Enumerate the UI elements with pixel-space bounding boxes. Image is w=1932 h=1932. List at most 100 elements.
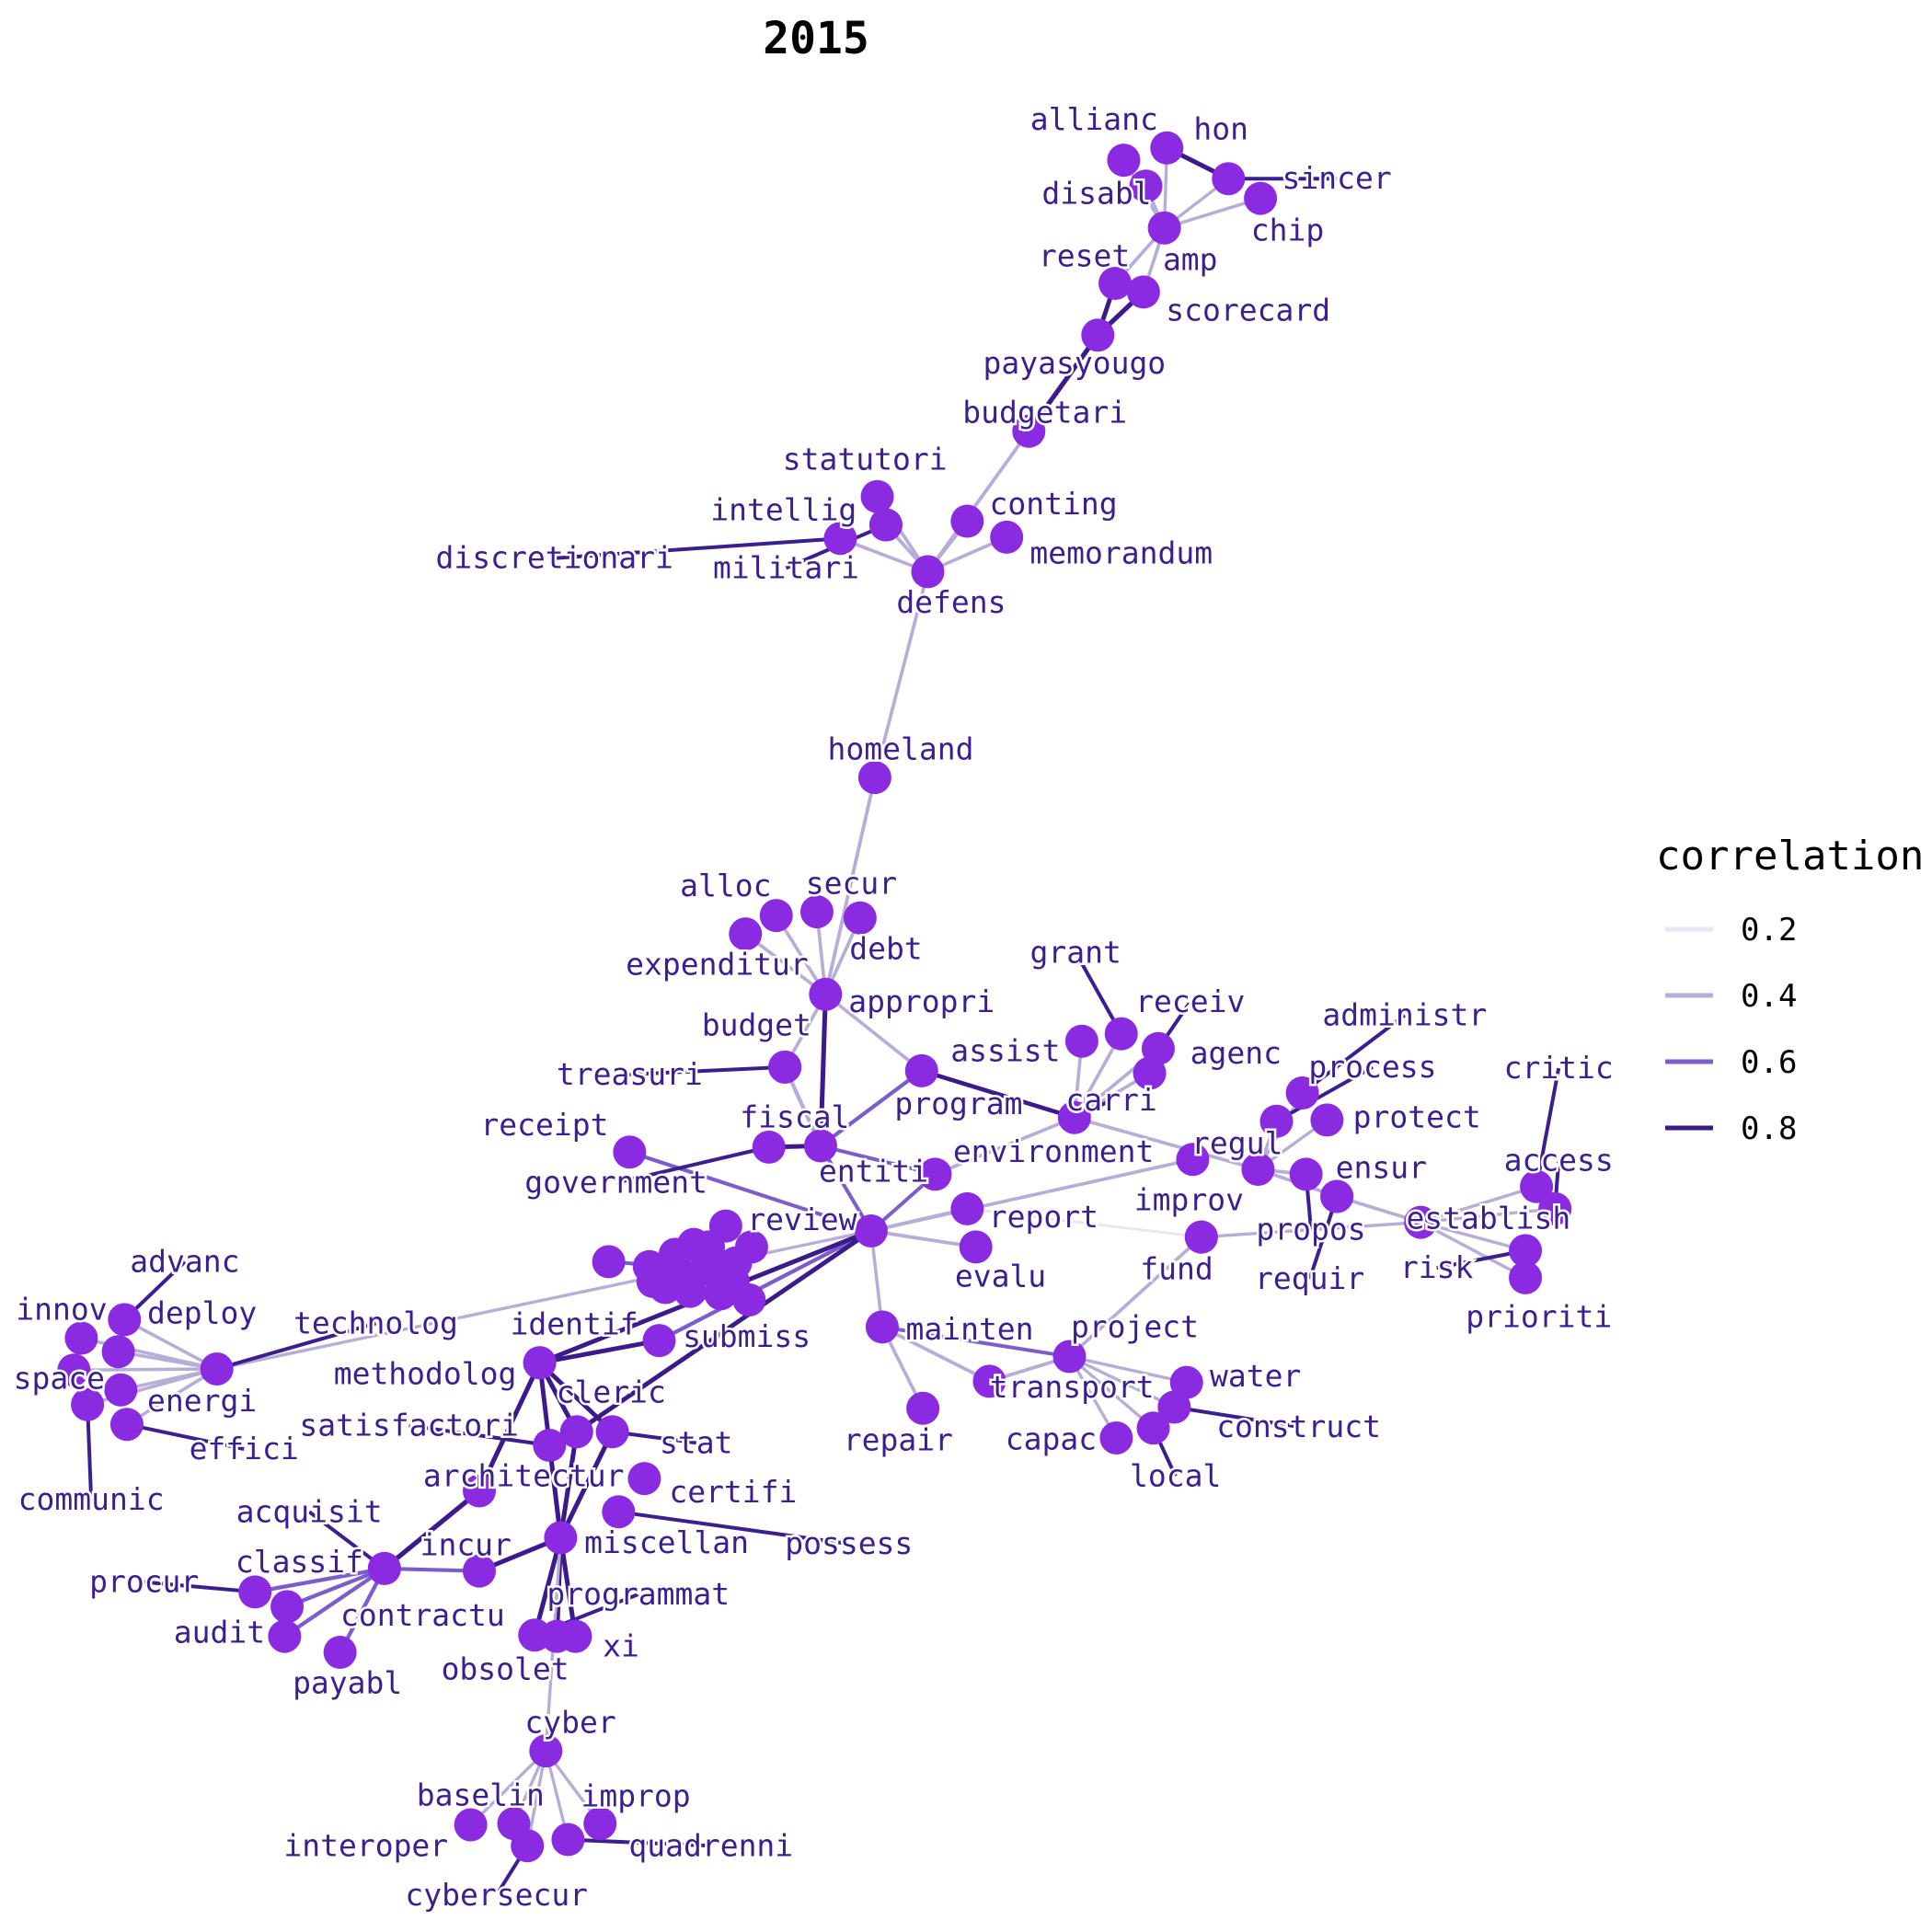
node-label-allianc: allianc <box>1030 101 1158 137</box>
node-label-repair: repair <box>844 1422 953 1458</box>
leader-process <box>1275 1065 1374 1123</box>
node-label-cyber: cyber <box>524 1704 615 1740</box>
node-certifi <box>627 1462 661 1496</box>
edge-review-environment <box>869 1157 1195 1233</box>
node-procur <box>238 1575 272 1609</box>
node-project <box>1052 1340 1087 1374</box>
node-label-hon: hon <box>1193 111 1248 147</box>
node-reset <box>1098 267 1133 301</box>
edge-fiscal-entiti <box>818 1144 937 1177</box>
node-label-audit: audit <box>174 1615 265 1650</box>
node-agenc <box>1133 1056 1167 1090</box>
node-label-appropri: appropri <box>848 983 995 1019</box>
edge-submiss-identif <box>537 1338 661 1365</box>
node-fund <box>1184 1220 1218 1254</box>
node-conting <box>950 504 984 538</box>
node-label-access: access <box>1504 1143 1614 1179</box>
leader-possess <box>618 1510 850 1547</box>
node-fiscal <box>803 1129 837 1163</box>
node-prioriti <box>1509 1260 1543 1294</box>
node-label-procur: procur <box>89 1564 199 1600</box>
node-label-chip: chip <box>1251 212 1324 247</box>
edge-architectur-classif <box>382 1488 482 1571</box>
node-label-protect: protect <box>1353 1099 1481 1135</box>
node-label-expenditur: expenditur <box>626 947 809 983</box>
edge-appropri-fiscal <box>818 992 828 1149</box>
node-label-improp: improp <box>581 1778 690 1814</box>
edge-project-construct <box>1067 1354 1177 1409</box>
node-xi <box>558 1619 592 1653</box>
node-local <box>1136 1411 1170 1445</box>
node-label-debt: debt <box>849 930 922 966</box>
leader-government <box>615 1144 770 1185</box>
leader-technolog <box>216 1321 377 1371</box>
node-label-agenc: agenc <box>1190 1035 1282 1071</box>
node-discretionari <box>823 522 857 556</box>
node-label-disabl: disabl <box>1041 175 1151 211</box>
node-label-establish: establish <box>1406 1201 1570 1236</box>
node-label-conting: conting <box>990 486 1118 522</box>
edge-project-water <box>1067 1354 1189 1385</box>
edge-homeland-appropri <box>823 776 877 996</box>
node-label-certifi: certifi <box>669 1474 797 1510</box>
edge-stat-miscellan <box>558 1429 615 1540</box>
node-deploy <box>101 1335 135 1369</box>
node-label-transport: transport <box>990 1369 1155 1405</box>
node-carri <box>1057 1100 1091 1134</box>
node-label-xi: xi <box>603 1627 639 1663</box>
node-label-alloc: alloc <box>680 868 771 903</box>
node-entiti <box>918 1157 952 1191</box>
node-label-memorandum: memorandum <box>1029 535 1213 570</box>
node-memorandum <box>990 520 1024 554</box>
node-technolog <box>200 1351 234 1386</box>
node-label-programmat: programmat <box>546 1576 730 1612</box>
edge-establish-prioriti <box>1419 1220 1527 1280</box>
node-label-innov: innov <box>16 1292 107 1328</box>
node-label-water: water <box>1210 1358 1301 1394</box>
node-label-obsolet: obsolet <box>442 1651 569 1687</box>
node-audit <box>268 1619 302 1653</box>
node-label-statutori: statutori <box>783 442 948 477</box>
edge-mainten-transport <box>880 1325 992 1384</box>
node-water <box>1169 1365 1203 1399</box>
node-access <box>1538 1191 1572 1225</box>
node-label-methodolog: methodolog <box>334 1355 517 1391</box>
node-label-regul: regul <box>1191 1125 1282 1161</box>
node-scorecard <box>1126 275 1160 309</box>
node-establish <box>1404 1205 1438 1239</box>
node-label-payasyougo: payasyougo <box>983 345 1167 381</box>
leader-critic <box>1535 1067 1561 1188</box>
node-report <box>950 1191 984 1225</box>
hub-node <box>719 1246 753 1280</box>
node-label-intellig: intellig <box>710 491 857 527</box>
node-label-critic: critic <box>1504 1050 1614 1086</box>
node-debt <box>843 901 877 935</box>
edge-chip-amp <box>1162 196 1262 230</box>
legend-title: correlation <box>1656 833 1924 880</box>
node-label-advanc: advanc <box>130 1243 239 1279</box>
node-receipt <box>613 1135 647 1169</box>
node-label-stat: stat <box>660 1424 732 1460</box>
node-treasuri <box>768 1050 802 1084</box>
node-secur <box>799 895 834 929</box>
hub-node <box>636 1264 670 1298</box>
edge-fund-project <box>1067 1235 1203 1359</box>
edge-project-local <box>1067 1354 1156 1430</box>
legend-label: 0.4 <box>1741 978 1797 1015</box>
edge-identif-architectur <box>477 1360 543 1494</box>
node-label-incur: incur <box>420 1526 512 1562</box>
node-label-reset: reset <box>1039 238 1130 274</box>
node-label-improv: improv <box>1134 1181 1244 1217</box>
node-label-space: space <box>14 1361 105 1397</box>
edge-technolog-deploy <box>116 1350 219 1371</box>
legend: correlation 0.2 0.4 0.6 0.8 <box>1656 833 1924 1147</box>
edge-cleric-miscellan <box>558 1429 580 1540</box>
node-label-interoper: interoper <box>283 1827 448 1863</box>
node-label-construct: construct <box>1216 1409 1381 1444</box>
legend-label: 0.6 <box>1741 1044 1797 1081</box>
node-label-cleric: cleric <box>557 1374 666 1409</box>
node-homeland <box>857 761 891 795</box>
hub-node <box>592 1245 626 1279</box>
node-label-acquisit: acquisit <box>236 1493 383 1529</box>
